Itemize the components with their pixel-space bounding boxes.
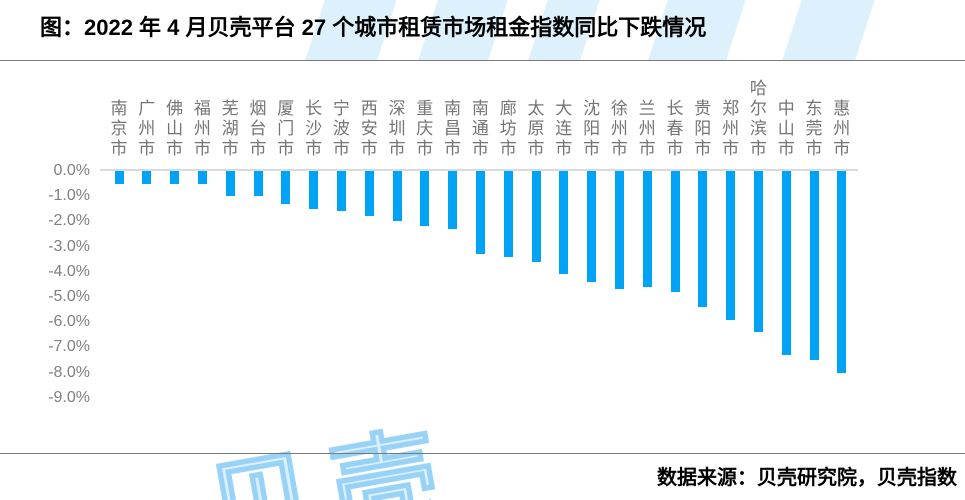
bar-西安市 <box>364 171 374 217</box>
footer-divider <box>0 453 965 454</box>
x-label-南通市: 南通市 <box>471 99 489 158</box>
bar-大连市 <box>559 171 569 275</box>
x-label-南京市: 南京市 <box>110 99 128 158</box>
x-label-长春市: 长春市 <box>666 99 684 158</box>
x-label-福州市: 福州市 <box>193 99 211 158</box>
bar-宁波市 <box>336 171 346 212</box>
y-tick-label: -6.0% <box>48 313 90 331</box>
y-tick-label: -7.0% <box>48 338 90 356</box>
bar-深圳市 <box>392 171 402 222</box>
y-tick-label: -4.0% <box>48 262 90 280</box>
bar-兰州市 <box>642 171 652 287</box>
x-label-西安市: 西安市 <box>360 99 378 158</box>
x-label-宁波市: 宁波市 <box>332 99 350 158</box>
x-label-哈尔滨市: 哈尔滨市 <box>749 79 767 158</box>
x-label-中山市: 中山市 <box>777 99 795 158</box>
header-divider <box>0 60 965 61</box>
bar-广州市 <box>142 171 152 184</box>
bar-重庆市 <box>420 171 430 227</box>
bar-贵阳市 <box>698 171 708 308</box>
y-tick-label: -9.0% <box>48 388 90 406</box>
y-tick-label: -5.0% <box>48 288 90 305</box>
x-label-芜湖市: 芜湖市 <box>221 99 239 158</box>
x-label-大连市: 大连市 <box>555 99 573 158</box>
x-label-沈阳市: 沈阳市 <box>583 99 601 158</box>
x-label-廊坊市: 廊坊市 <box>499 99 517 158</box>
bar-长沙市 <box>309 171 319 209</box>
x-label-深圳市: 深圳市 <box>388 99 406 158</box>
x-label-广州市: 广州市 <box>138 99 156 158</box>
bar-福州市 <box>197 171 207 184</box>
bar-南京市 <box>114 171 124 184</box>
x-label-贵阳市: 贵阳市 <box>694 99 712 158</box>
x-label-郑州市: 郑州市 <box>722 99 740 158</box>
bar-郑州市 <box>726 171 736 320</box>
zero-axis-line <box>100 169 858 171</box>
y-tick-label: -1.0% <box>48 187 90 205</box>
bar-厦门市 <box>281 171 291 204</box>
x-label-烟台市: 烟台市 <box>249 99 267 158</box>
x-label-佛山市: 佛山市 <box>166 99 184 158</box>
bar-中山市 <box>781 171 791 355</box>
x-label-重庆市: 重庆市 <box>416 99 434 158</box>
bar-长春市 <box>670 171 680 292</box>
x-label-徐州市: 徐州市 <box>610 99 628 158</box>
y-tick-label: -8.0% <box>48 363 90 381</box>
data-source: 数据来源：贝壳研究院，贝壳指数 <box>657 467 957 489</box>
bar-芜湖市 <box>225 171 235 197</box>
bar-太原市 <box>531 171 541 262</box>
bar-沈阳市 <box>587 171 597 282</box>
x-label-惠州市: 惠州市 <box>833 99 851 158</box>
bar-佛山市 <box>170 171 180 184</box>
chart-title: 图：2022 年 4 月贝壳平台 27 个城市租赁市场租金指数同比下跌情况 <box>40 15 707 40</box>
x-label-兰州市: 兰州市 <box>638 99 656 158</box>
x-label-东莞市: 东莞市 <box>805 99 823 158</box>
bar-烟台市 <box>253 171 263 197</box>
y-tick-label: -2.0% <box>48 212 90 230</box>
bar-廊坊市 <box>503 171 513 257</box>
y-tick-label: -3.0% <box>48 237 90 255</box>
bar-南昌市 <box>448 171 458 229</box>
x-label-厦门市: 厦门市 <box>277 99 295 158</box>
bar-南通市 <box>475 171 485 255</box>
x-label-太原市: 太原市 <box>527 99 545 158</box>
bar-徐州市 <box>614 171 624 290</box>
x-label-长沙市: 长沙市 <box>305 99 323 158</box>
bar-哈尔滨市 <box>753 171 763 333</box>
bar-惠州市 <box>837 171 847 373</box>
bar-东莞市 <box>809 171 819 360</box>
y-tick-label: 0.0% <box>53 162 90 179</box>
x-label-南昌市: 南昌市 <box>444 99 462 158</box>
